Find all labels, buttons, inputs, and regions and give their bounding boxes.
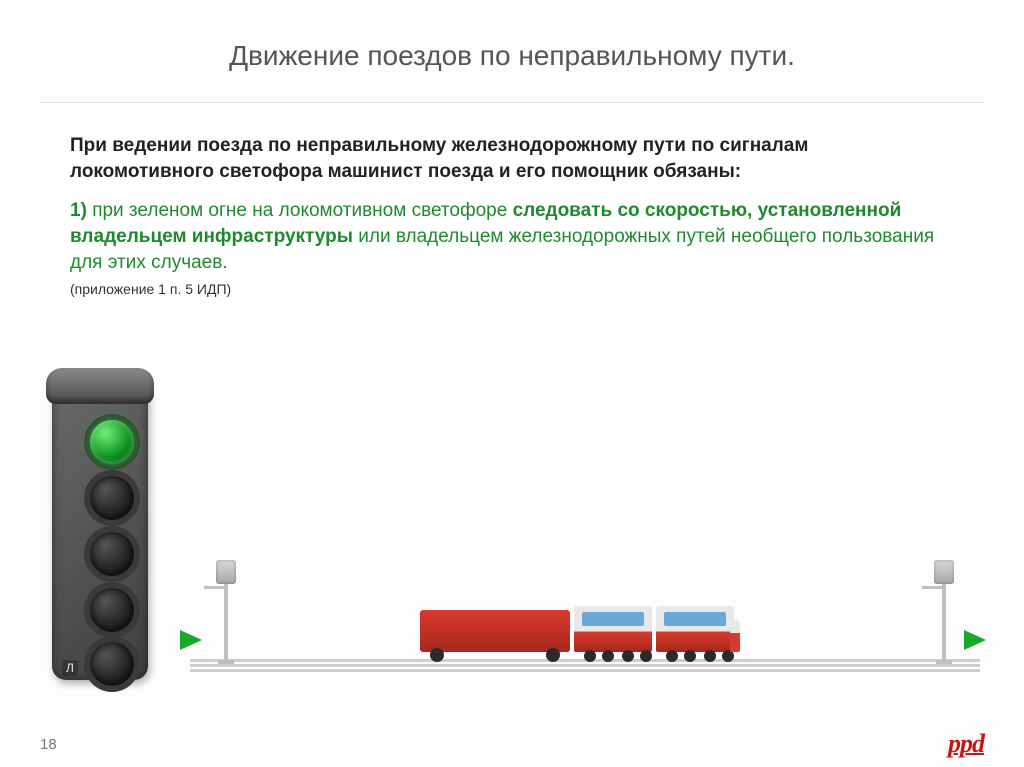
cab-signal-device: Л: [40, 370, 160, 690]
cab-signal-body: Л: [52, 380, 148, 680]
mast-head: [934, 560, 954, 584]
rzd-logo-text: ppd: [948, 729, 984, 758]
mast-base: [218, 660, 234, 664]
cab-signal-lens-5: [90, 642, 134, 686]
direction-arrow-right-icon: [964, 630, 986, 650]
slide-title: Движение поездов по неправильному пути.: [0, 0, 1024, 102]
slide-footer: 18 ppd: [0, 721, 1024, 767]
mast-arm: [922, 586, 942, 589]
direction-arrow-left-icon: [180, 630, 202, 650]
content-panel: При ведении поезда по неправильному желе…: [40, 102, 984, 317]
mast-signal-right: [928, 566, 960, 662]
cab-signal-cap: [46, 368, 154, 404]
page-number: 18: [40, 736, 57, 753]
track-scene: [190, 540, 980, 680]
illustration-area: Л: [40, 370, 984, 700]
cab-signal-lens-2: [90, 476, 134, 520]
cab-signal-lens-3: [90, 532, 134, 576]
cab-signal-lens-4: [90, 588, 134, 632]
mast-pole: [942, 582, 946, 662]
loco-unit-a: [574, 606, 652, 652]
cab-signal-lens-green: [90, 420, 134, 464]
mast-head: [216, 560, 236, 584]
mast-pole: [224, 582, 228, 662]
loco-nose: [730, 620, 740, 652]
loco-unit-b: [656, 606, 734, 652]
slide-root: Движение поездов по неправильному пути. …: [0, 0, 1024, 767]
freight-wagon: [420, 610, 570, 652]
mast-base: [936, 660, 952, 664]
rzd-logo: ppd: [948, 729, 984, 759]
lead-paragraph: При ведении поезда по неправильному желе…: [70, 133, 954, 184]
rule-item-1: 1) при зеленом огне на локомотивном свет…: [70, 198, 954, 275]
cab-signal-marker-icon: Л: [62, 660, 78, 676]
mast-signal-left: [210, 566, 242, 662]
citation: (приложение 1 п. 5 ИДП): [70, 281, 954, 297]
locomotive: [574, 602, 734, 652]
mast-arm: [204, 586, 224, 589]
rule-number: 1): [70, 200, 87, 221]
rule-text-prefix: при зеленом огне на локомотивном светофо…: [92, 200, 512, 221]
